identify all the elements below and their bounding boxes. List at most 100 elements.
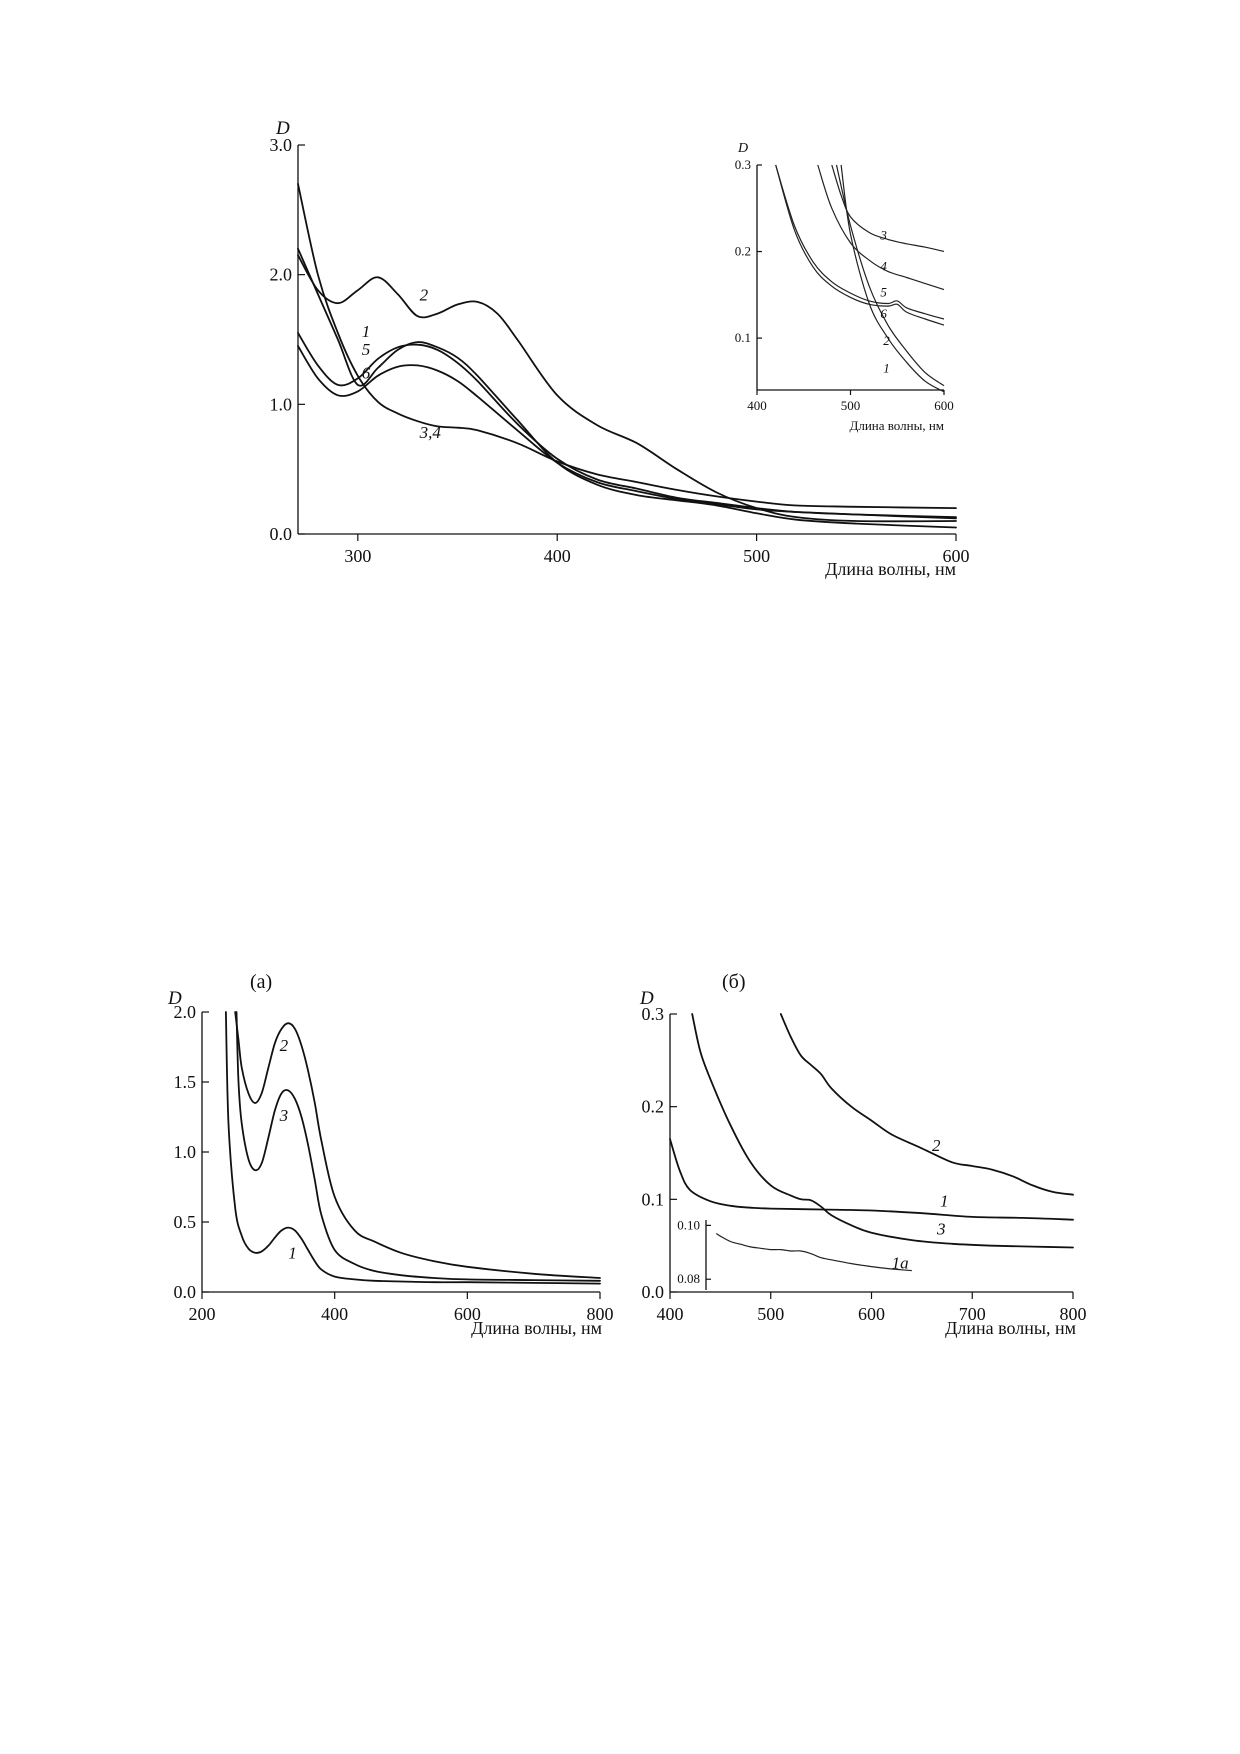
bottom-a-xtick-label-600: 600	[454, 1304, 481, 1324]
bottom-a-ytick-label-1: 0.5	[174, 1212, 197, 1232]
top-inset-series-6-line	[775, 164, 945, 326]
top-inset-series-3-line	[831, 164, 945, 253]
top-main-series-1-label: 1	[362, 322, 371, 341]
bottom-a-ytick-label-3: 1.5	[174, 1072, 197, 1092]
bottom-a-series-2-label: 2	[280, 1036, 289, 1055]
bottom-b-xtick-label-800: 800	[1060, 1304, 1087, 1324]
top-main-ytick-label-1: 1.0	[270, 394, 293, 414]
top-main-curves	[297, 183, 957, 529]
bottom-b-series-1-line	[669, 1138, 1074, 1221]
bottom-a-series-1-label: 1	[288, 1243, 297, 1262]
bottom-a-series-labels: 1 2 3	[279, 1036, 297, 1262]
top-main-series-5-label: 5	[362, 340, 371, 359]
bottom-b-inset-series-1a-label: 1a	[892, 1253, 909, 1272]
top-main-series-2-line	[297, 254, 957, 523]
bottom-a-series-3-line	[235, 1011, 601, 1282]
bottom-b-series-3-label: 3	[936, 1220, 946, 1239]
top-main-ytick-label-3: 3.0	[270, 135, 293, 155]
top-inset-ytick-label-1: 0.2	[735, 244, 751, 259]
top-main-xtick-label-500: 500	[743, 546, 770, 566]
bottom-a-ytick-label-4: 2.0	[174, 1002, 197, 1022]
top-inset-series-1-label: 1	[883, 361, 890, 376]
top-main-y-axis-label: D	[275, 118, 290, 139]
top-inset-series-2-line	[835, 164, 945, 387]
bottom-b-series-2-line	[779, 1013, 1074, 1196]
bottom-b-xtick-label-600: 600	[858, 1304, 885, 1324]
top-main-xtick-label-600: 600	[943, 546, 970, 566]
top-main-series-3-4-line	[297, 183, 957, 509]
bottom-b-ytick-label-3: 0.3	[642, 1004, 665, 1024]
top-main-chart: 300 400 500 600 0.0 1.0 2.0 3.0 D Длина волны, …	[270, 118, 970, 579]
bottom-b-panel-label: (б)	[722, 971, 746, 993]
bottom-b-y-axis-label: D	[639, 988, 654, 1009]
top-main-series-5-line	[297, 332, 957, 518]
bottom-a-x-axis-title: Длина волны, нм	[471, 1318, 602, 1338]
top-inset-xtick-label-500: 500	[841, 398, 861, 413]
top-main-series-labels: 1 2 5 6 3,4	[362, 286, 442, 442]
top-inset-xtick-label-400: 400	[747, 398, 767, 413]
bottom-b-series-labels: 1 2 3	[932, 1136, 949, 1238]
bottom-b-ytick-label-0: 0.0	[642, 1282, 665, 1302]
bottom-b-series-2-label: 2	[932, 1136, 941, 1155]
bottom-b-xtick-label-700: 700	[959, 1304, 986, 1324]
bottom-b-series-1-label: 1	[940, 1192, 949, 1211]
bottom-b-ytick-label-2: 0.2	[642, 1097, 665, 1117]
top-main-xtick-label-400: 400	[544, 546, 571, 566]
top-main-x-axis-title: Длина волны, нм	[825, 559, 956, 579]
bottom-a-chart: (а) 200 400 600 800 0.0 0.5 1.0 1.5 2.0 D Длина …	[167, 971, 614, 1338]
bottom-b-xtick-label-400: 400	[657, 1304, 684, 1324]
top-main-ytick-label-2: 2.0	[270, 265, 293, 285]
top-main-xtick-label-300: 300	[344, 546, 371, 566]
bottom-b-x-axis-title: Длина волны, нм	[945, 1318, 1076, 1338]
bottom-a-xtick-label-800: 800	[587, 1304, 614, 1324]
bottom-a-xtick-label-200: 200	[189, 1304, 216, 1324]
bottom-b-series-3-line	[691, 1013, 1074, 1249]
bottom-a-ticks: 200 400 600 800 0.0 0.5 1.0 1.5 2.0	[174, 1002, 614, 1324]
top-main-ytick-label-0: 0.0	[270, 524, 293, 544]
bottom-b-xtick-label-500: 500	[757, 1304, 784, 1324]
top-inset-x-axis-title: Длина волны, нм	[849, 418, 944, 433]
top-main-ticks: 300 400 500 600 0.0 1.0 2.0 3.0	[270, 135, 970, 566]
bottom-a-series-3-label: 3	[279, 1106, 289, 1125]
bottom-a-panel-label: (а)	[250, 971, 272, 993]
top-inset-series-5-label: 5	[880, 285, 887, 300]
top-inset-series-3-label: 3	[879, 227, 887, 242]
top-main-series-1-line	[297, 247, 957, 529]
top-main-series-3-4-label: 3,4	[419, 423, 442, 442]
bottom-a-curves	[225, 1011, 601, 1285]
bottom-b-inset-ytick-label-1: 0.10	[677, 1217, 700, 1232]
bottom-b-inset-ticks: 0.08 0.10	[677, 1217, 711, 1286]
top-inset-chart: 400 500 600 0.1 0.2 0.3 D Длина волны, нм 1 2 3…	[735, 141, 954, 433]
top-main-series-6-label: 6	[362, 363, 371, 382]
top-inset-curves	[775, 164, 945, 393]
bottom-b-ticks: 400 500 600 700 800 0.0 0.1 0.2 0.3	[642, 1004, 1087, 1324]
bottom-b-inset-curves	[715, 1232, 912, 1272]
bottom-a-series-2-line	[234, 1011, 601, 1279]
top-inset-xtick-label-600: 600	[934, 398, 954, 413]
top-inset-series-5-line	[775, 164, 945, 320]
top-main-series-2-label: 2	[420, 286, 429, 305]
top-inset-series-labels: 1 2 3 4 5 6	[879, 227, 890, 375]
bottom-b-chart: (б) 400 500 600 700 800 0.0 0.1 0.2 0.3 D Длина …	[639, 971, 1087, 1338]
top-inset-series-4-label: 4	[880, 259, 887, 274]
bottom-b-curves	[669, 1013, 1074, 1249]
bottom-a-ytick-label-0: 0.0	[174, 1282, 197, 1302]
bottom-a-xtick-label-400: 400	[321, 1304, 348, 1324]
bottom-a-y-axis-label: D	[167, 988, 182, 1009]
top-inset-ytick-label-0: 0.1	[735, 330, 751, 345]
top-inset-series-1-line	[840, 164, 945, 393]
bottom-b-inset-ytick-label-0: 0.08	[677, 1271, 700, 1286]
top-inset-series-6-label: 6	[880, 306, 887, 321]
top-inset-y-axis-label: D	[737, 141, 748, 156]
top-inset-ytick-label-2: 0.3	[735, 157, 751, 172]
top-inset-series-2-label: 2	[883, 333, 890, 348]
top-main-axes	[297, 145, 956, 535]
top-inset-series-4-line	[817, 164, 945, 291]
bottom-b-ytick-label-1: 0.1	[642, 1189, 665, 1209]
bottom-b-inset-series-labels: 1a	[892, 1253, 909, 1272]
bottom-b-inset-series-1a-line	[715, 1232, 912, 1272]
top-main-series-6-line	[297, 345, 957, 520]
bottom-a-series-1-line	[225, 1011, 601, 1285]
top-inset-ticks: 400 500 600 0.1 0.2 0.3	[735, 157, 954, 413]
